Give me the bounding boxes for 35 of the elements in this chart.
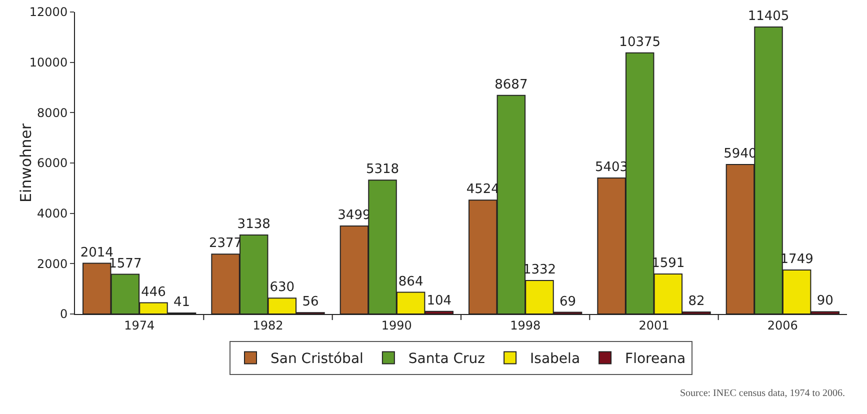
- y-tick-label: 6000: [37, 156, 68, 170]
- data-label: 630: [270, 280, 295, 296]
- data-label: 864: [398, 274, 424, 290]
- data-label: 8687: [494, 77, 528, 92]
- x-tick-label: 1982: [252, 318, 284, 332]
- data-label: 41: [174, 294, 190, 310]
- y-tick-label: 4000: [37, 206, 68, 221]
- legend-label: Santa Cruz: [408, 351, 486, 368]
- legend-label: Floreana: [625, 351, 686, 368]
- y-tick-label: 0: [60, 307, 68, 322]
- data-label: 2377: [208, 236, 242, 252]
- data-label: 82: [688, 294, 705, 309]
- y-tick-label: 12000: [29, 5, 68, 20]
- x-tick-label: 2006: [767, 318, 798, 332]
- data-label: 446: [141, 284, 166, 300]
- y-axis-title: Einwohner: [17, 122, 36, 203]
- data-label: 11405: [748, 8, 790, 24]
- data-label: 5318: [366, 162, 400, 178]
- legend-label: Isabela: [530, 351, 580, 368]
- source-note: Source: INEC census data, 1974 to 2006.: [680, 388, 845, 399]
- x-tick-label: 1990: [381, 318, 412, 332]
- legend-label: San Cristóbal: [270, 351, 364, 368]
- y-tick-label: 10000: [29, 56, 68, 70]
- data-label: 69: [560, 294, 576, 310]
- data-label: 104: [426, 293, 452, 308]
- data-label: 56: [302, 294, 319, 310]
- data-label: 10375: [619, 34, 661, 50]
- data-label: 1577: [108, 256, 142, 272]
- data-label: 90: [816, 294, 834, 309]
- x-tick-label: 1998: [510, 318, 541, 332]
- y-tick-label: 8000: [37, 106, 68, 120]
- y-tick-label: 2000: [37, 256, 68, 271]
- data-label: 3138: [237, 217, 270, 232]
- x-tick-label: 2001: [638, 318, 670, 332]
- x-tick-label: 1974: [124, 318, 155, 332]
